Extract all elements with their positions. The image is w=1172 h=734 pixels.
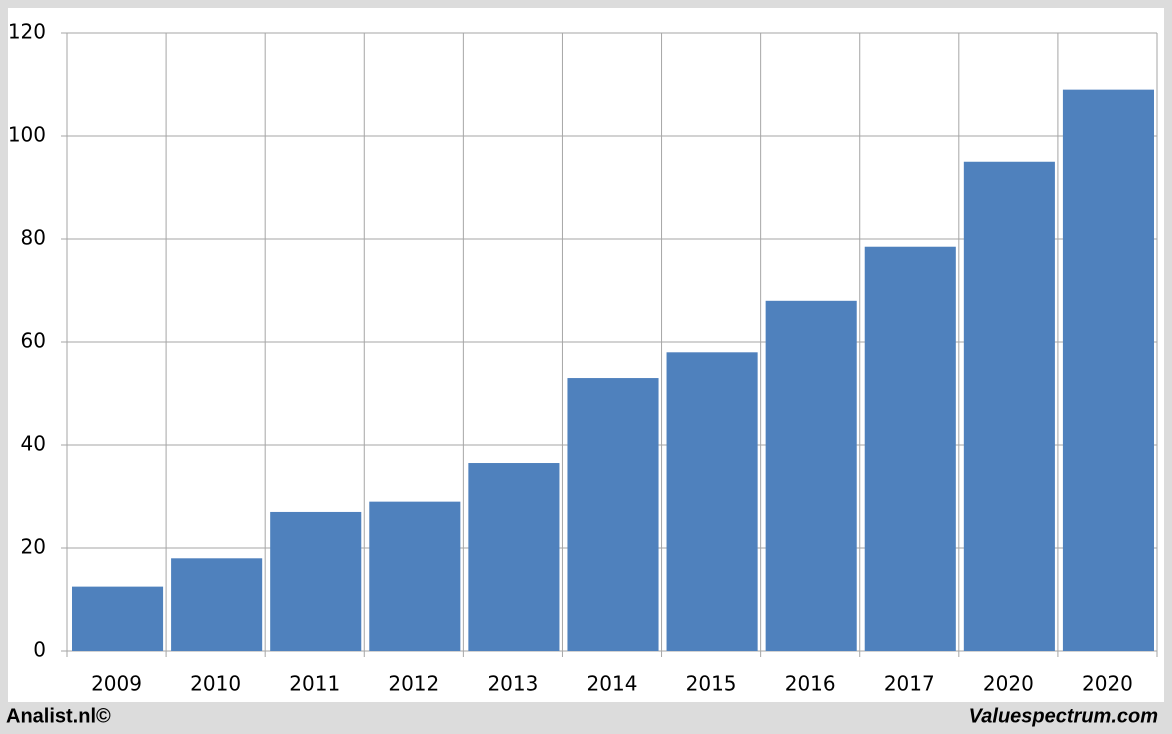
footer-right: Valuespectrum.com — [969, 705, 1158, 727]
bar — [567, 378, 659, 651]
bar — [468, 463, 560, 651]
x-tick-label: 2010 — [190, 672, 241, 696]
x-tick-label: 2009 — [91, 672, 142, 696]
y-tick-label: 80 — [21, 226, 46, 250]
x-tick-label: 2012 — [388, 672, 439, 696]
y-tick-label: 20 — [21, 535, 46, 559]
x-tick-label: 2015 — [686, 672, 737, 696]
y-tick-label: 0 — [33, 638, 46, 662]
x-tick-label: 2020 — [983, 672, 1034, 696]
bar — [963, 161, 1055, 651]
y-tick-label: 100 — [8, 123, 46, 147]
x-tick-label: 2020 — [1082, 672, 1133, 696]
bar — [369, 501, 461, 651]
bar — [666, 352, 758, 651]
x-tick-label: 2013 — [487, 672, 538, 696]
x-tick-label: 2014 — [587, 672, 638, 696]
bar — [765, 300, 857, 651]
bar — [171, 558, 263, 651]
bar — [1062, 89, 1154, 651]
x-tick-label: 2016 — [785, 672, 836, 696]
bar — [864, 246, 956, 651]
x-tick-label: 2017 — [884, 672, 935, 696]
bar — [270, 511, 362, 651]
y-tick-label: 120 — [8, 20, 46, 44]
x-tick-label: 2011 — [289, 672, 340, 696]
footer-left: Analist.nl© — [6, 705, 111, 727]
y-tick-label: 40 — [21, 432, 46, 456]
bar — [72, 586, 164, 651]
y-tick-label: 60 — [21, 329, 46, 353]
